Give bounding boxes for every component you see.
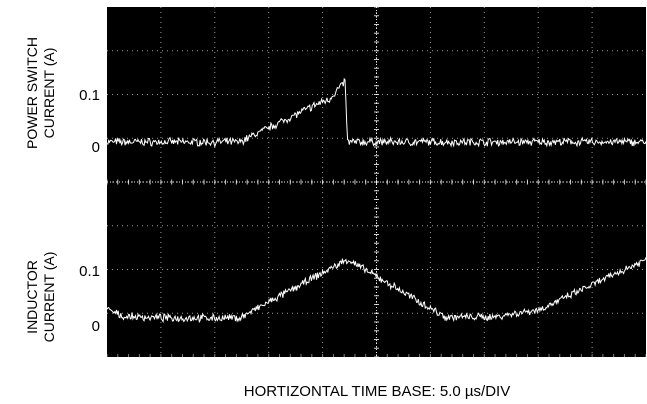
x-axis-label: HORTIZONTAL TIME BASE: 5.0 µs/DIV [244, 383, 510, 400]
bottom-tick-label-0: 0 [92, 318, 100, 335]
top-tick-label-0.1: 0.1 [79, 87, 100, 104]
top-panel: POWER SWITCH CURRENT (A) 0.1 0 [24, 37, 647, 156]
top-ylabel-line2: CURRENT (A) [41, 48, 57, 139]
bottom-ylabel-line2: CURRENT (A) [41, 252, 57, 343]
bottom-tick-label-0.1: 0.1 [79, 263, 100, 280]
bottom-panel: INDUCTOR CURRENT (A) 0.1 0 [24, 252, 647, 343]
bottom-ylabel-line1: INDUCTOR [24, 260, 40, 334]
power-switch-current-trace [106, 77, 647, 149]
top-ylabel-line1: POWER SWITCH [24, 37, 40, 149]
inductor-current-trace [106, 257, 647, 324]
top-tick-label-0: 0 [92, 139, 100, 156]
scope-grid [106, 6, 647, 358]
